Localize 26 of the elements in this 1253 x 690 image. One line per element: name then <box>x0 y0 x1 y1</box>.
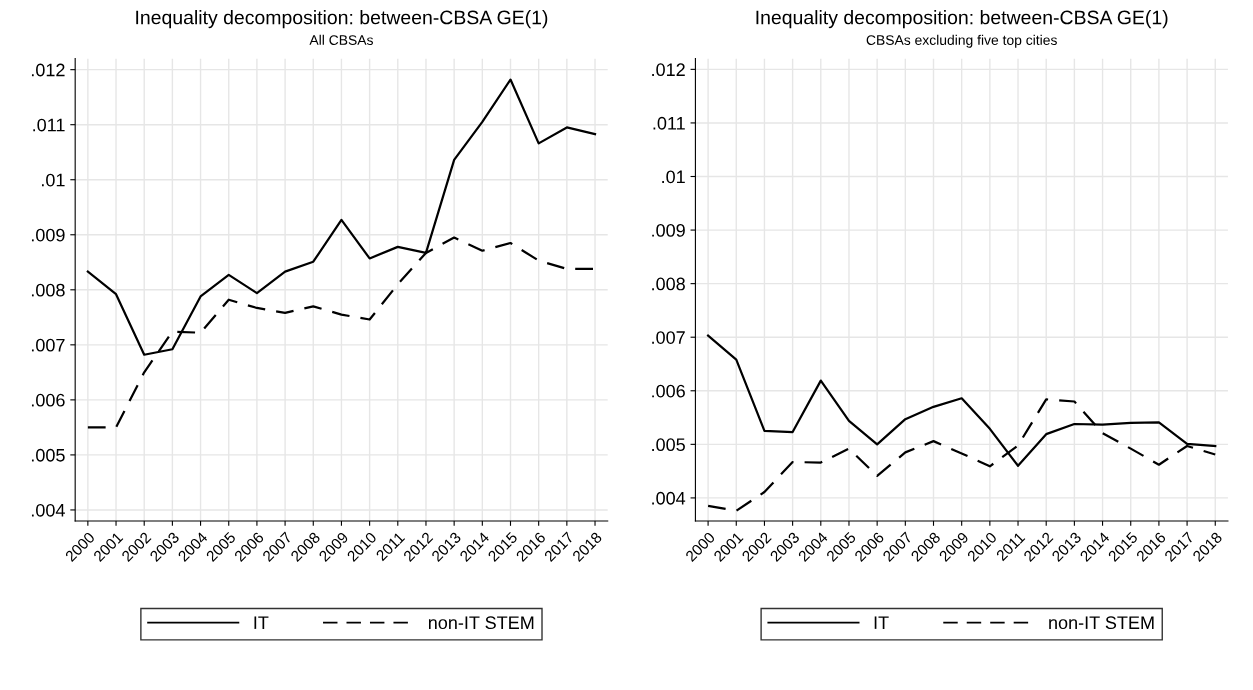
chart-title: Inequality decomposition: between-CBSA GE(1) <box>756 10 1168 29</box>
y-tick-label: .007 <box>652 331 685 344</box>
chart-subtitle: All CBSAs <box>309 34 373 45</box>
legend-label: IT <box>874 616 889 629</box>
legend-label: non-IT STEM <box>428 616 534 630</box>
legend-label: non-IT STEM <box>1049 616 1154 630</box>
y-tick-label: .004 <box>652 491 686 505</box>
chart-title: Inequality decomposition: between-CBSA GE(1) <box>136 10 548 29</box>
y-tick-label: .011 <box>33 118 65 132</box>
y-tick-label: .005 <box>652 438 685 452</box>
y-tick-label: .008 <box>652 277 685 291</box>
y-tick-label: .009 <box>652 224 685 237</box>
y-tick-label: .006 <box>31 393 65 407</box>
y-tick-label: .012 <box>31 63 65 77</box>
y-tick-label: .008 <box>31 283 65 297</box>
y-tick-label: .009 <box>31 228 65 242</box>
y-tick-label: .01 <box>662 170 685 184</box>
y-tick-label: .006 <box>652 384 685 398</box>
y-tick-label: .007 <box>31 338 65 352</box>
y-tick-label: .004 <box>31 503 65 517</box>
y-tick-label: .012 <box>652 63 685 77</box>
chart-subtitle: CBSAs excluding five top cities <box>866 34 1057 48</box>
y-tick-label: .01 <box>42 173 65 187</box>
y-tick-label: .011 <box>653 116 685 130</box>
legend-label: IT <box>254 616 269 629</box>
y-tick-label: .005 <box>31 448 65 462</box>
